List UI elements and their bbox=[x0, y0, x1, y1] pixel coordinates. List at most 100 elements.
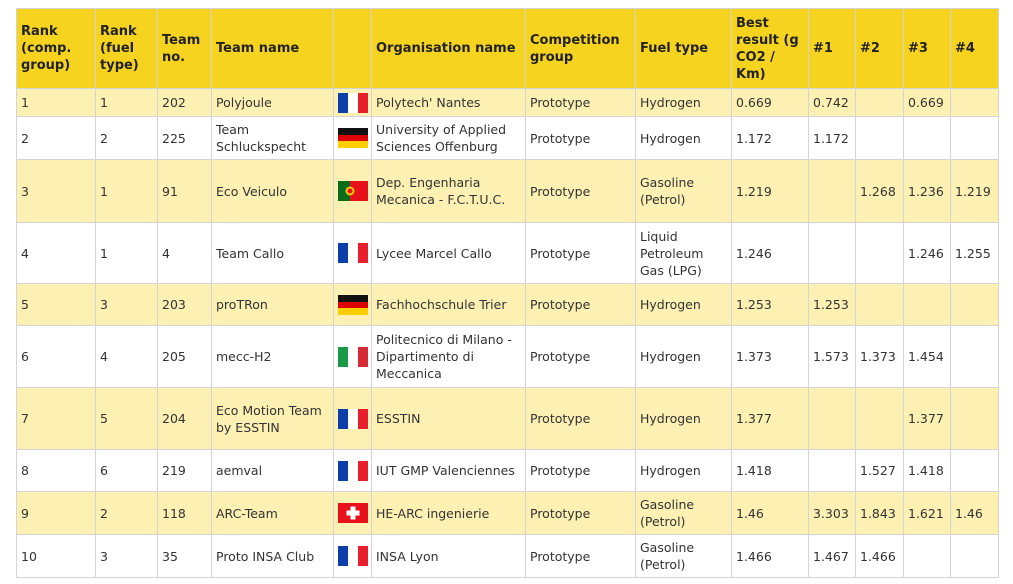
table-cell: 35 bbox=[157, 534, 212, 578]
table-cell: 1.246 bbox=[903, 222, 951, 284]
column-header: Rank (comp. group) bbox=[16, 8, 96, 89]
table-cell bbox=[950, 534, 999, 578]
table-cell: 0.669 bbox=[903, 88, 951, 117]
table-cell: 4 bbox=[95, 325, 158, 388]
header-row: Rank (comp. group) Rank (fuel type) Team n… bbox=[16, 8, 999, 89]
table-cell: 7 bbox=[16, 387, 96, 450]
table-cell: 91 bbox=[157, 159, 212, 223]
table-cell: 1 bbox=[16, 88, 96, 117]
table-cell bbox=[903, 534, 951, 578]
table-cell: 6 bbox=[95, 449, 158, 492]
flag-cell bbox=[333, 88, 372, 117]
table-cell: 10 bbox=[16, 534, 96, 578]
table-cell bbox=[855, 116, 904, 160]
table-cell bbox=[950, 387, 999, 450]
table-cell: Hydrogen bbox=[635, 283, 732, 326]
table-cell bbox=[950, 88, 999, 117]
table-cell: 1.621 bbox=[903, 491, 951, 535]
flag-header bbox=[333, 8, 372, 89]
table-cell: 4 bbox=[16, 222, 96, 284]
table-cell: Eco Motion Team by ESSTIN bbox=[211, 387, 334, 450]
table-cell: Polyjoule bbox=[211, 88, 334, 117]
table-cell bbox=[855, 222, 904, 284]
table-row: 8 6 219 aemval IUT GMP Valenciennes Prototype… bbox=[16, 449, 999, 492]
table-cell bbox=[950, 325, 999, 388]
column-header: Competition group bbox=[525, 8, 636, 89]
table-cell: Prototype bbox=[525, 88, 636, 117]
table-cell: 1.373 bbox=[731, 325, 809, 388]
table-cell: 219 bbox=[157, 449, 212, 492]
table-cell: Hydrogen bbox=[635, 449, 732, 492]
table-cell: Eco Veiculo bbox=[211, 159, 334, 223]
table-cell bbox=[950, 116, 999, 160]
table-cell: Gasoline (Petrol) bbox=[635, 534, 732, 578]
table-cell: 204 bbox=[157, 387, 212, 450]
flag-icon bbox=[338, 503, 368, 523]
table-cell: Prototype bbox=[525, 387, 636, 450]
flag-icon bbox=[338, 181, 368, 201]
flag-cell bbox=[333, 491, 372, 535]
flag-cell bbox=[333, 222, 372, 284]
table-cell: 1.466 bbox=[855, 534, 904, 578]
table-cell: proTRon bbox=[211, 283, 334, 326]
column-header: Fuel type bbox=[635, 8, 732, 89]
table-cell: 1.255 bbox=[950, 222, 999, 284]
table-cell: Prototype bbox=[525, 491, 636, 535]
table-cell: 1 bbox=[95, 88, 158, 117]
table-cell bbox=[855, 283, 904, 326]
table-cell: Lycee Marcel Callo bbox=[371, 222, 526, 284]
table-row: 7 5 204 Eco Motion Team by ESSTIN ESSTIN Prot… bbox=[16, 387, 999, 450]
flag-icon bbox=[338, 347, 368, 367]
flag-cell bbox=[333, 534, 372, 578]
table-cell: 5 bbox=[95, 387, 158, 450]
flag-cell bbox=[333, 283, 372, 326]
table-cell: Team Callo bbox=[211, 222, 334, 284]
table-cell: University of Applied Sciences Offenburg bbox=[371, 116, 526, 160]
table-cell: Prototype bbox=[525, 449, 636, 492]
table-cell: 1.253 bbox=[731, 283, 809, 326]
table-cell: HE-ARC ingenierie bbox=[371, 491, 526, 535]
column-header: Team no. bbox=[157, 8, 212, 89]
table-cell: 1.373 bbox=[855, 325, 904, 388]
table-cell: 3 bbox=[95, 534, 158, 578]
flag-cell bbox=[333, 325, 372, 388]
table-cell: 2 bbox=[95, 116, 158, 160]
table-cell: 1.219 bbox=[731, 159, 809, 223]
table-cell: Liquid Petroleum Gas (LPG) bbox=[635, 222, 732, 284]
table-row: 2 2 225 Team Schluckspecht University of App… bbox=[16, 116, 999, 160]
flag-cell bbox=[333, 449, 372, 492]
table-cell: 1.418 bbox=[731, 449, 809, 492]
table-cell bbox=[808, 449, 856, 492]
table-row: 10 3 35 Proto INSA Club INSA Lyon Prototype Ga… bbox=[16, 534, 999, 578]
results-table-wrap: Rank (comp. group) Rank (fuel type) Team n… bbox=[16, 8, 999, 578]
table-cell: INSA Lyon bbox=[371, 534, 526, 578]
table-cell: Gasoline (Petrol) bbox=[635, 159, 732, 223]
table-cell: Polytech' Nantes bbox=[371, 88, 526, 117]
table-cell: 1 bbox=[95, 222, 158, 284]
table-cell: Hydrogen bbox=[635, 325, 732, 388]
table-cell: 1.377 bbox=[731, 387, 809, 450]
table-cell bbox=[855, 387, 904, 450]
table-row: 6 4 205 mecc-H2 Politecnico di Milano - Dipa… bbox=[16, 325, 999, 388]
table-cell: 8 bbox=[16, 449, 96, 492]
table-cell: 9 bbox=[16, 491, 96, 535]
table-cell: Dep. Engenharia Mecanica - F.C.T.U.C. bbox=[371, 159, 526, 223]
flag-icon bbox=[338, 128, 368, 148]
table-cell: 1.466 bbox=[731, 534, 809, 578]
column-header: #1 bbox=[808, 8, 856, 89]
results-table: Rank (comp. group) Rank (fuel type) Team n… bbox=[16, 8, 999, 578]
column-header: #4 bbox=[950, 8, 999, 89]
table-cell: 1.467 bbox=[808, 534, 856, 578]
table-cell: 202 bbox=[157, 88, 212, 117]
table-cell: 203 bbox=[157, 283, 212, 326]
table-cell bbox=[950, 283, 999, 326]
table-cell: Prototype bbox=[525, 283, 636, 326]
table-cell: Team Schluckspecht bbox=[211, 116, 334, 160]
flag-cell bbox=[333, 159, 372, 223]
table-cell: Hydrogen bbox=[635, 387, 732, 450]
table-cell bbox=[808, 159, 856, 223]
table-cell: 6 bbox=[16, 325, 96, 388]
table-cell: 1.527 bbox=[855, 449, 904, 492]
flag-icon bbox=[338, 461, 368, 481]
